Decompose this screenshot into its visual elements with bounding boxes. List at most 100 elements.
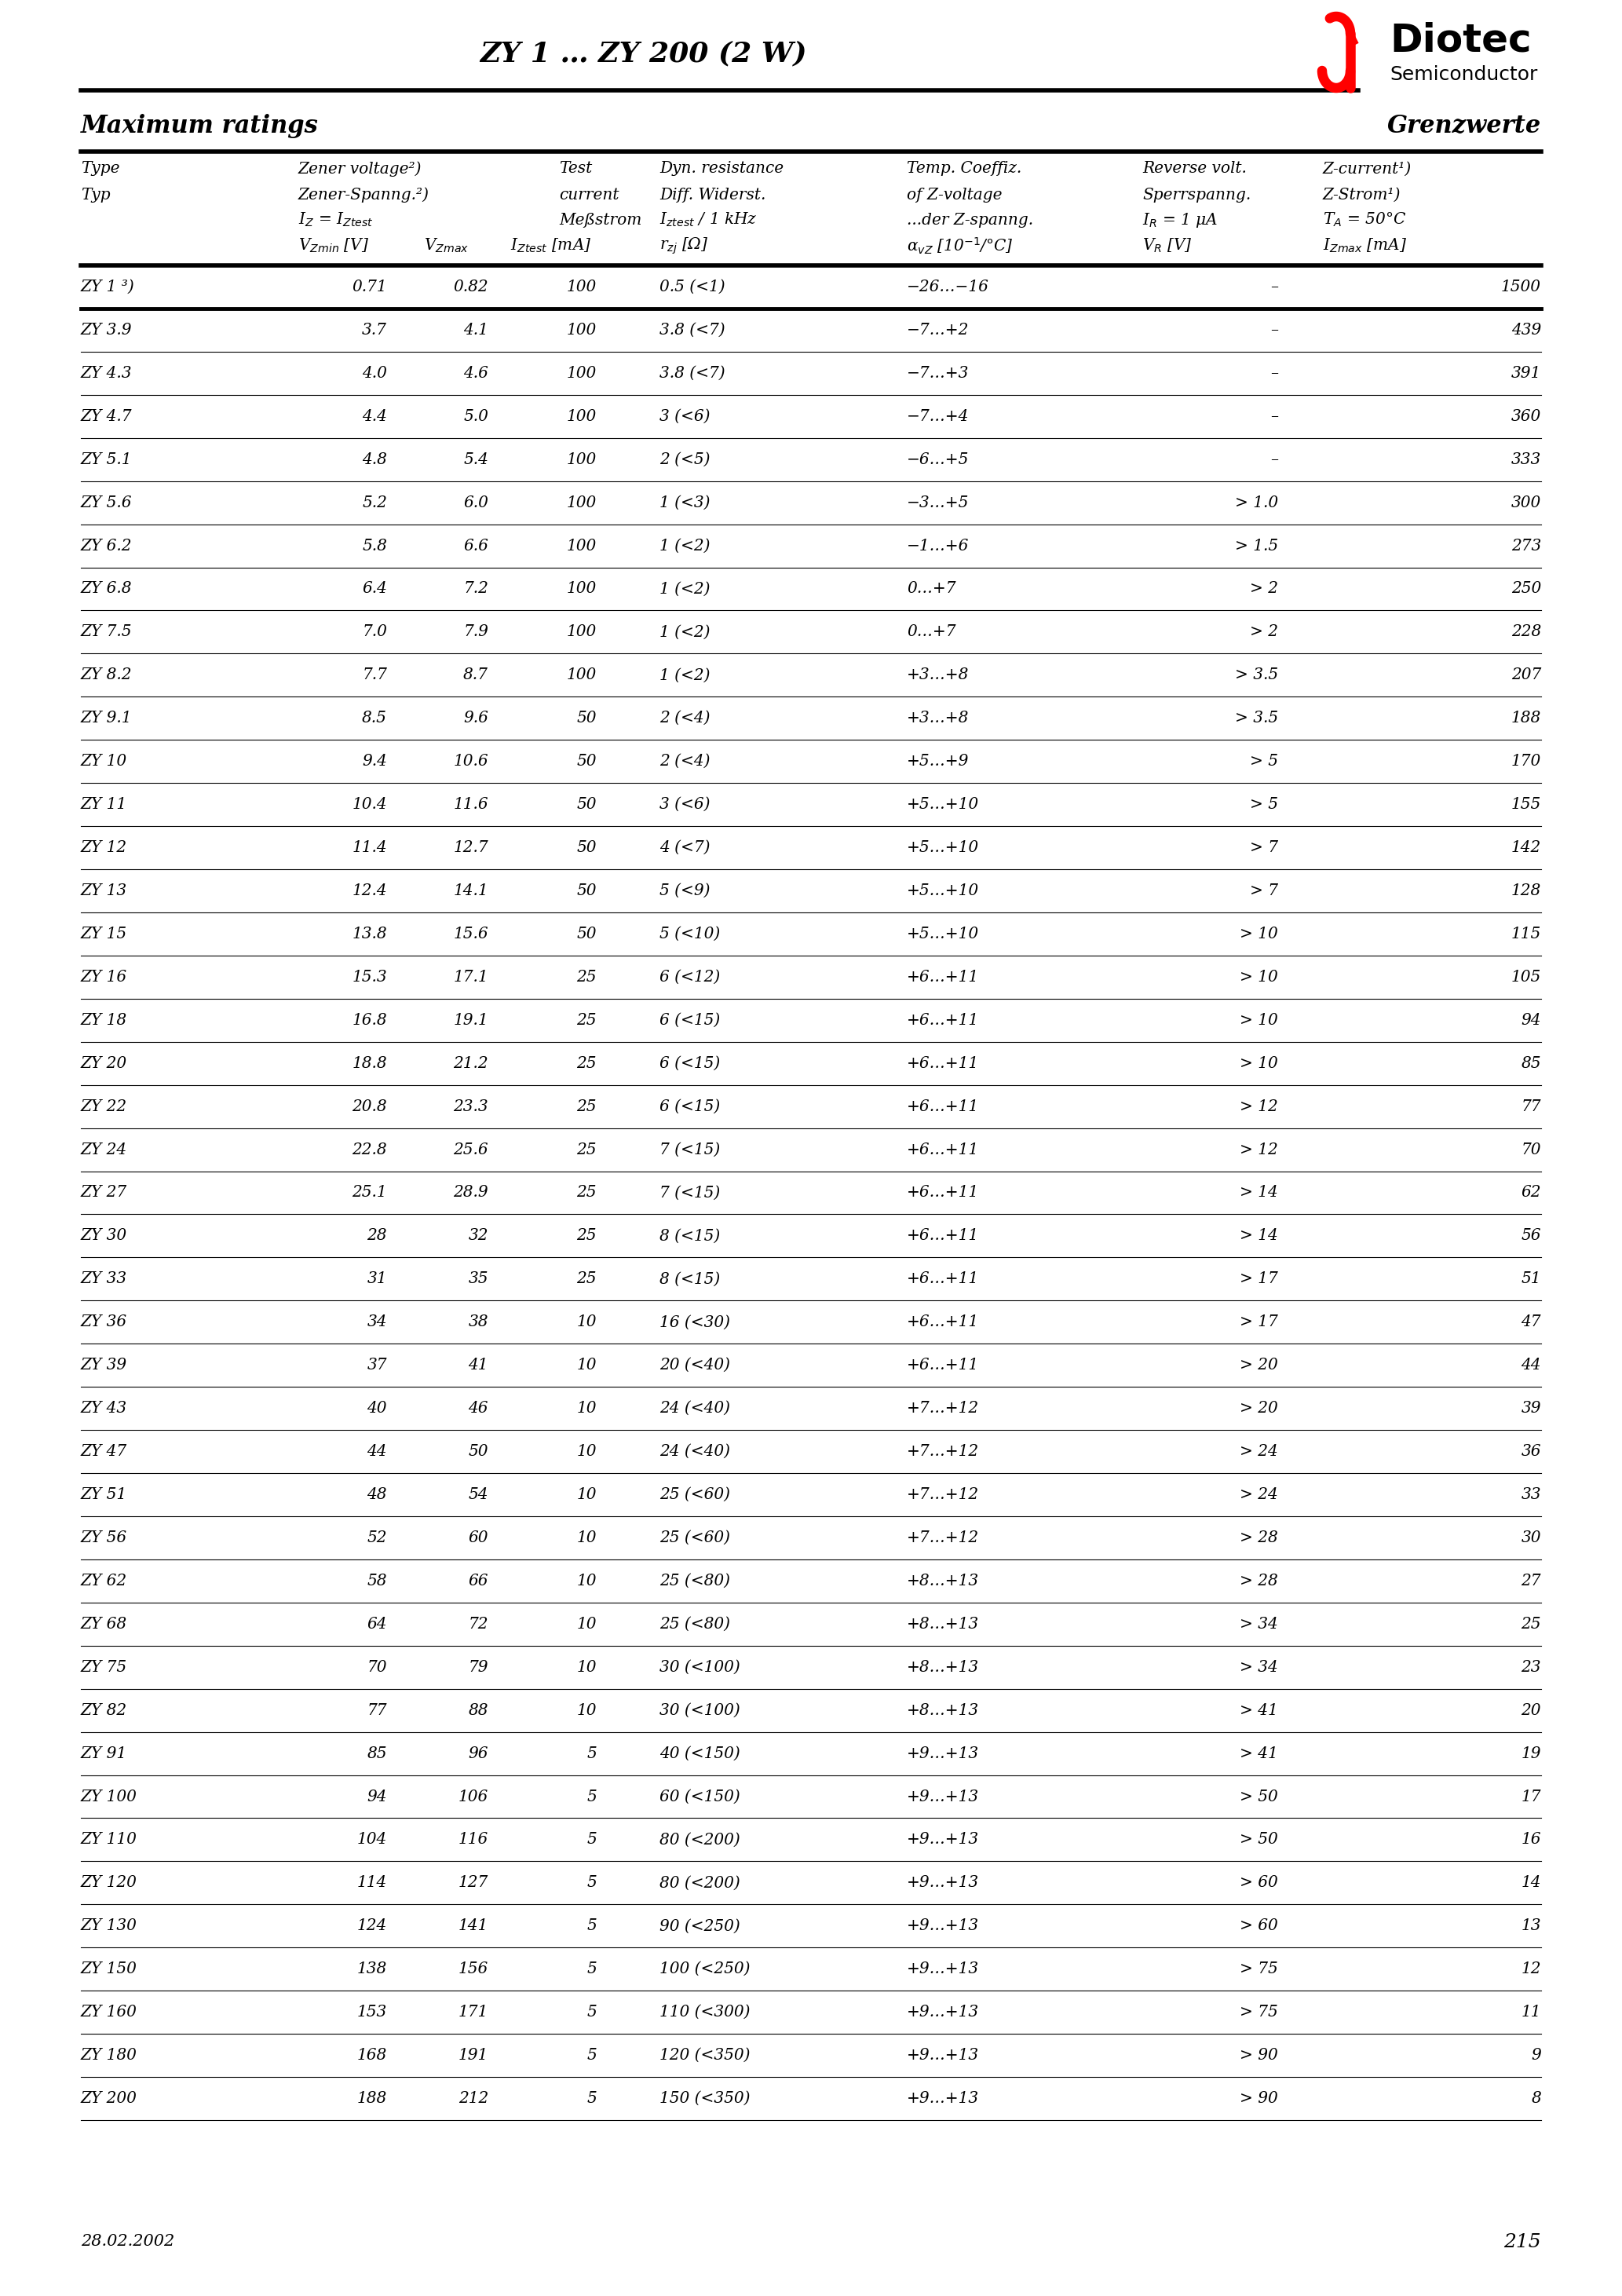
Text: ZY 56: ZY 56 bbox=[81, 1531, 127, 1545]
Text: −26…−16: −26…−16 bbox=[907, 280, 989, 294]
Text: 439: 439 bbox=[1512, 324, 1541, 338]
Text: Dyn. resistance: Dyn. resistance bbox=[660, 161, 783, 177]
Text: 28: 28 bbox=[367, 1228, 388, 1244]
Text: > 10: > 10 bbox=[1239, 928, 1278, 941]
Text: 58: 58 bbox=[367, 1573, 388, 1589]
Text: +6…+11: +6…+11 bbox=[907, 1056, 980, 1070]
Text: Grenzwerte: Grenzwerte bbox=[1387, 113, 1541, 138]
Text: −7…+3: −7…+3 bbox=[907, 365, 968, 381]
Text: ZY 120: ZY 120 bbox=[81, 1876, 138, 1890]
Text: > 17: > 17 bbox=[1239, 1272, 1278, 1286]
Text: 6.0: 6.0 bbox=[464, 496, 488, 510]
Text: V$_R$ [V]: V$_R$ [V] bbox=[1142, 236, 1192, 255]
Text: 10: 10 bbox=[577, 1660, 597, 1674]
Text: 1 (<2): 1 (<2) bbox=[660, 537, 710, 553]
Text: 273: 273 bbox=[1512, 537, 1541, 553]
Text: > 5: > 5 bbox=[1251, 753, 1278, 769]
Text: 25: 25 bbox=[1521, 1616, 1541, 1632]
Text: 141: 141 bbox=[459, 1919, 488, 1933]
Text: > 34: > 34 bbox=[1239, 1660, 1278, 1674]
Text: 16: 16 bbox=[1521, 1832, 1541, 1848]
Text: 10: 10 bbox=[577, 1444, 597, 1458]
Text: −7…+2: −7…+2 bbox=[907, 324, 968, 338]
Text: ZY 11: ZY 11 bbox=[81, 797, 127, 813]
Text: 13: 13 bbox=[1521, 1919, 1541, 1933]
Text: 10: 10 bbox=[577, 1573, 597, 1589]
Text: 38: 38 bbox=[469, 1316, 488, 1329]
Text: 5: 5 bbox=[587, 1961, 597, 1977]
Text: ZY 7.5: ZY 7.5 bbox=[81, 625, 133, 641]
Text: 9.6: 9.6 bbox=[464, 712, 488, 726]
Text: ZY 43: ZY 43 bbox=[81, 1401, 127, 1417]
Text: +5…+10: +5…+10 bbox=[907, 840, 980, 854]
Text: 150 (<350): 150 (<350) bbox=[660, 2092, 749, 2105]
Text: +9…+13: +9…+13 bbox=[907, 1876, 980, 1890]
Text: 4.1: 4.1 bbox=[464, 324, 488, 338]
Text: > 17: > 17 bbox=[1239, 1316, 1278, 1329]
Text: 10: 10 bbox=[577, 1704, 597, 1717]
Text: +6…+11: +6…+11 bbox=[907, 1185, 980, 1201]
Text: +9…+13: +9…+13 bbox=[907, 1961, 980, 1977]
Text: –: – bbox=[1270, 409, 1278, 425]
Text: 7 (<15): 7 (<15) bbox=[660, 1141, 720, 1157]
Text: 5: 5 bbox=[587, 2048, 597, 2062]
Text: > 24: > 24 bbox=[1239, 1488, 1278, 1502]
Text: 24 (<40): 24 (<40) bbox=[660, 1444, 730, 1458]
Text: 27: 27 bbox=[1521, 1573, 1541, 1589]
Text: of Z-voltage: of Z-voltage bbox=[907, 188, 1002, 202]
Text: ZY 4.7: ZY 4.7 bbox=[81, 409, 133, 425]
Text: ZY 150: ZY 150 bbox=[81, 1961, 138, 1977]
Text: 14.1: 14.1 bbox=[453, 884, 488, 898]
Text: > 7: > 7 bbox=[1251, 884, 1278, 898]
Text: ZY 6.8: ZY 6.8 bbox=[81, 581, 133, 597]
Text: 6 (<15): 6 (<15) bbox=[660, 1100, 720, 1114]
Text: 19: 19 bbox=[1521, 1745, 1541, 1761]
Text: ZY 5.1: ZY 5.1 bbox=[81, 452, 133, 466]
Text: ZY 110: ZY 110 bbox=[81, 1832, 138, 1848]
Text: +9…+13: +9…+13 bbox=[907, 1832, 980, 1848]
Text: > 7: > 7 bbox=[1251, 840, 1278, 854]
Text: 110 (<300): 110 (<300) bbox=[660, 2004, 749, 2020]
Text: 12: 12 bbox=[1521, 1961, 1541, 1977]
Text: +9…+13: +9…+13 bbox=[907, 1919, 980, 1933]
Text: 127: 127 bbox=[459, 1876, 488, 1890]
Text: −6…+5: −6…+5 bbox=[907, 452, 968, 466]
Text: 9.4: 9.4 bbox=[362, 753, 388, 769]
Text: 21.2: 21.2 bbox=[453, 1056, 488, 1070]
Text: ZY 39: ZY 39 bbox=[81, 1357, 127, 1373]
Text: 20 (<40): 20 (<40) bbox=[660, 1357, 730, 1373]
Text: I$_{Zmax}$ [mA]: I$_{Zmax}$ [mA] bbox=[1324, 236, 1406, 255]
Text: r$_{zj}$ [Ω]: r$_{zj}$ [Ω] bbox=[660, 236, 709, 255]
Text: Z-Strom¹): Z-Strom¹) bbox=[1324, 188, 1401, 202]
Text: +6…+11: +6…+11 bbox=[907, 1100, 980, 1114]
Text: Temp. Coeffiz.: Temp. Coeffiz. bbox=[907, 161, 1022, 177]
Text: ZY 82: ZY 82 bbox=[81, 1704, 127, 1717]
Text: 32: 32 bbox=[469, 1228, 488, 1244]
Text: 1 (<3): 1 (<3) bbox=[660, 496, 710, 510]
Text: 30: 30 bbox=[1521, 1531, 1541, 1545]
Text: 191: 191 bbox=[459, 2048, 488, 2062]
Text: 6.6: 6.6 bbox=[464, 537, 488, 553]
Text: I$_{ztest}$ / 1 kHz: I$_{ztest}$ / 1 kHz bbox=[660, 211, 757, 230]
Text: +6…+11: +6…+11 bbox=[907, 1316, 980, 1329]
Text: 10: 10 bbox=[577, 1616, 597, 1632]
Text: 1 (<2): 1 (<2) bbox=[660, 581, 710, 597]
Text: 250: 250 bbox=[1512, 581, 1541, 597]
Text: ZY 13: ZY 13 bbox=[81, 884, 127, 898]
Text: 0.71: 0.71 bbox=[352, 280, 388, 294]
Text: Diff. Widerst.: Diff. Widerst. bbox=[660, 188, 766, 202]
Text: +5…+9: +5…+9 bbox=[907, 753, 968, 769]
Text: 11.4: 11.4 bbox=[352, 840, 388, 854]
Text: 54: 54 bbox=[469, 1488, 488, 1502]
Text: 5.2: 5.2 bbox=[362, 496, 388, 510]
Text: > 5: > 5 bbox=[1251, 797, 1278, 813]
Text: ZY 5.6: ZY 5.6 bbox=[81, 496, 133, 510]
Text: 12.7: 12.7 bbox=[453, 840, 488, 854]
Text: ZY 16: ZY 16 bbox=[81, 969, 127, 985]
Text: ZY 160: ZY 160 bbox=[81, 2004, 138, 2020]
Text: 155: 155 bbox=[1512, 797, 1541, 813]
Text: 60 (<150): 60 (<150) bbox=[660, 1789, 740, 1805]
Text: +7…+12: +7…+12 bbox=[907, 1401, 980, 1417]
Text: ZY 10: ZY 10 bbox=[81, 753, 127, 769]
Text: +9…+13: +9…+13 bbox=[907, 2092, 980, 2105]
